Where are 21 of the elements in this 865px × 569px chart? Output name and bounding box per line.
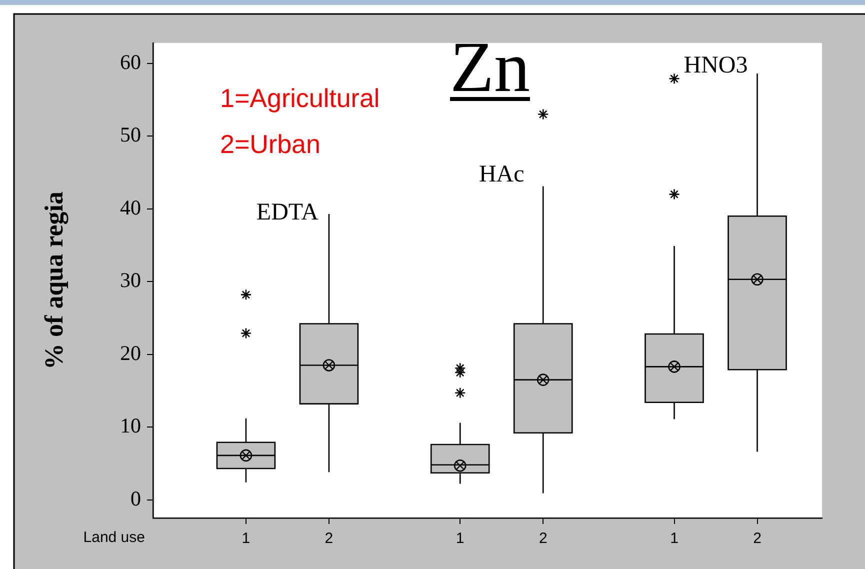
y-tick-label: 60 [120,50,141,74]
annotation: HAc [478,161,524,188]
annotation: 1=Agricultural [220,83,380,114]
annotation: 2=Urban [220,129,320,160]
y-tick-label: 30 [120,268,141,292]
x-tick-label: 1 [242,530,250,548]
y-tick-label: 50 [120,122,141,147]
y-tick-label: 40 [120,195,141,220]
chart-title: Zn [449,26,531,109]
annotation: HNO3 [684,52,748,78]
y-tick-label: 0 [130,486,141,510]
y-tick-label: 20 [120,340,141,365]
x-tick-label: 2 [324,530,334,548]
x-tick-label: 1 [670,530,678,548]
y-tick-label: 10 [120,414,141,438]
x-tick-label: 2 [538,530,548,548]
y-axis-title: % of aqua regia [39,192,68,370]
x-tick-label: 2 [753,530,762,548]
x-tick-label: 1 [456,530,464,548]
annotation: EDTA [256,199,320,226]
x-axis-title: Land use [83,529,145,546]
